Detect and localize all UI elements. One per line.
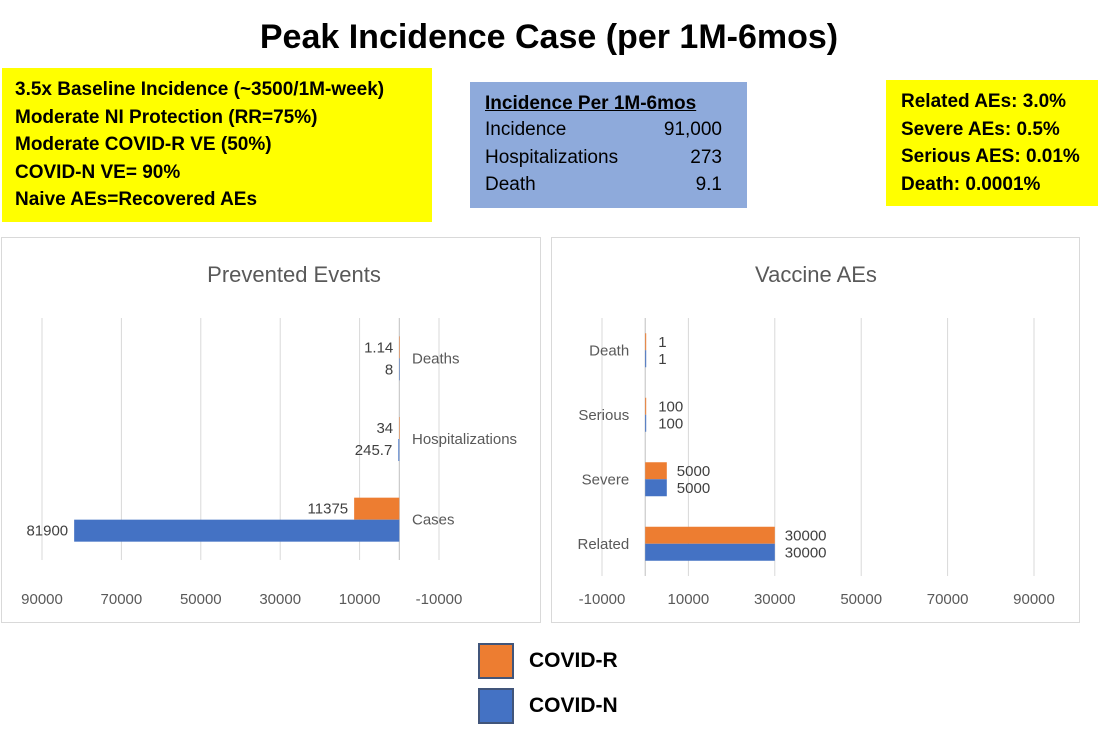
x-tick-label: -10000 xyxy=(416,591,463,608)
incidence-header: Incidence Per 1M-6mos xyxy=(485,93,697,114)
category-label: Related xyxy=(577,536,629,553)
legend-label-covid-r: COVID-R xyxy=(529,649,618,672)
category-label: Cases xyxy=(412,512,455,529)
prevented-events-svg: Prevented Events 90000 70000 50000 30000 1000… xyxy=(21,262,517,608)
legend-swatch-covid-r xyxy=(478,643,514,679)
bar-covid-r-death xyxy=(645,333,647,351)
incidence-row-value: 273 xyxy=(690,146,722,168)
incidence-row-value: 9.1 xyxy=(695,174,722,195)
ae-rate-line: Serious AES: 0.01% xyxy=(901,146,1080,167)
assumption-line: Naive AEs=Recovered AEs xyxy=(15,189,258,210)
data-label: 34 xyxy=(376,420,393,437)
data-label: 8 xyxy=(385,361,393,378)
x-tick-label: 90000 xyxy=(1013,591,1055,608)
bar-covid-n-severe xyxy=(645,479,667,497)
bar-covid-n-deaths xyxy=(399,358,400,381)
x-tick-label: 90000 xyxy=(21,591,63,608)
category-label: Hospitalizations xyxy=(412,431,517,448)
data-label: 1 xyxy=(658,351,666,368)
x-tick-label: 70000 xyxy=(101,591,143,608)
data-label: 11375 xyxy=(308,501,349,518)
x-tick-label: 30000 xyxy=(754,591,796,608)
bar-covid-r-hospitalizations xyxy=(399,417,400,439)
bar-covid-r-serious xyxy=(645,397,647,415)
data-label: 81900 xyxy=(26,523,68,540)
chart-title: Prevented Events xyxy=(207,262,381,287)
category-label: Severe xyxy=(582,471,630,488)
bar-covid-n-cases xyxy=(74,519,400,542)
x-tick-label: 10000 xyxy=(339,591,381,608)
data-label: 30000 xyxy=(785,544,827,561)
bar-covid-n-serious xyxy=(645,414,647,432)
incidence-box: Incidence Per 1M-6mos Incidence 91,000 H… xyxy=(470,82,747,208)
incidence-row-label: Death xyxy=(485,174,536,195)
bar-covid-n-death xyxy=(645,350,647,368)
category-label: Serious xyxy=(578,407,629,424)
ae-rate-line: Death: 0.0001% xyxy=(901,173,1041,195)
incidence-row: Incidence 91,000 xyxy=(485,116,747,144)
bar-covid-n-hospitalizations xyxy=(398,439,400,461)
category-label: Deaths xyxy=(412,350,460,367)
assumption-line: Moderate NI Protection (RR=75%) xyxy=(15,106,318,128)
data-label: 30000 xyxy=(785,527,827,544)
data-label: 100 xyxy=(658,398,683,415)
incidence-row: Death 9.1 xyxy=(485,171,747,199)
data-label: 1.14 xyxy=(364,339,393,356)
data-label: 100 xyxy=(658,415,683,432)
incidence-row-value: 91,000 xyxy=(663,119,722,140)
data-label: 5000 xyxy=(677,463,710,480)
ae-rate-line: Severe AEs: 0.5% xyxy=(901,118,1060,140)
bar-covid-r-related xyxy=(645,526,775,544)
data-label: 1 xyxy=(658,334,666,351)
bar-covid-n-related xyxy=(645,543,775,561)
page-title: Peak Incidence Case (per 1M-6mos) xyxy=(259,18,839,56)
x-tick-label: 50000 xyxy=(840,591,882,608)
assumptions-box: 3.5x Baseline Incidence (~3500/1M-week) … xyxy=(2,68,432,222)
x-tick-label: 70000 xyxy=(927,591,969,608)
legend-label-covid-n: COVID-N xyxy=(529,694,618,717)
vaccine-aes-svg: Vaccine AEs -10000 10000 30000 50000 70000 900… xyxy=(577,262,1055,608)
assumption-line: COVID-N VE= 90% xyxy=(15,161,181,183)
bar-covid-r-severe xyxy=(645,462,667,480)
vaccine-aes-chart: Vaccine AEs -10000 10000 30000 50000 70000 900… xyxy=(551,237,1080,623)
data-label: 5000 xyxy=(677,480,710,497)
x-tick-label: -10000 xyxy=(579,591,626,608)
x-tick-label: 30000 xyxy=(259,591,301,608)
incidence-row: Hospitalizations 273 xyxy=(485,144,747,172)
incidence-row-label: Hospitalizations xyxy=(485,146,619,168)
ae-rate-line: Related AEs: 3.0% xyxy=(901,91,1067,112)
incidence-row-label: Incidence xyxy=(485,119,567,140)
data-label: 245.7 xyxy=(355,442,393,459)
assumption-line: 3.5x Baseline Incidence (~3500/1M-week) xyxy=(15,79,385,100)
assumption-line: Moderate COVID-R VE (50%) xyxy=(15,134,272,155)
category-label: Death xyxy=(589,342,629,359)
bar-covid-r-deaths xyxy=(399,336,400,359)
x-tick-label: 50000 xyxy=(180,591,222,608)
prevented-events-chart: Prevented Events 90000 70000 50000 30000 1000… xyxy=(1,237,541,623)
chart-title: Vaccine AEs xyxy=(755,262,877,287)
legend-swatch-covid-n xyxy=(478,688,514,724)
ae-rates-box: Related AEs: 3.0% Severe AEs: 0.5% Serio… xyxy=(886,80,1098,206)
x-tick-label: 10000 xyxy=(668,591,710,608)
bar-covid-r-cases xyxy=(354,497,400,520)
